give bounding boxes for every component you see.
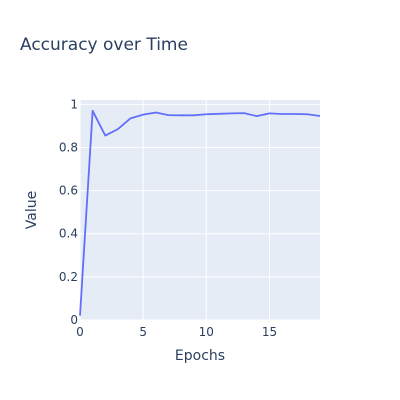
y-tick-label: 1 xyxy=(70,97,78,111)
x-tick-label: 5 xyxy=(139,325,147,339)
y-tick-label: 0.6 xyxy=(59,184,78,198)
tick-labels: 00.20.40.60.810 5 10 15 xyxy=(59,97,277,339)
x-tick-label: 15 xyxy=(262,325,277,339)
grid-lines xyxy=(79,100,320,321)
series-layer xyxy=(79,109,321,316)
x-tick-label: 0 xyxy=(76,325,84,339)
y-axis-label: Value xyxy=(24,191,40,229)
y-tick-label: 0.4 xyxy=(59,227,78,241)
plot-background xyxy=(80,100,320,320)
series-line xyxy=(79,109,321,316)
chart-title: Accuracy over Time xyxy=(20,35,188,55)
x-axis-label: Epochs xyxy=(175,348,225,364)
x-tick-label: 10 xyxy=(199,325,214,339)
y-tick-label: 0.2 xyxy=(59,270,78,284)
y-tick-label: 0.8 xyxy=(59,140,78,154)
y-tick-label: 0 xyxy=(70,313,78,327)
